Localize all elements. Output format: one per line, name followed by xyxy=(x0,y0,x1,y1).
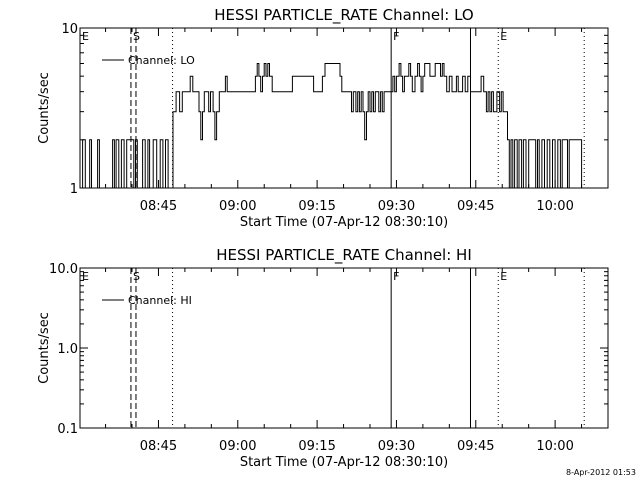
event-marker-label: S xyxy=(133,30,140,43)
chart-title: HESSI PARTICLE_RATE Channel: LO xyxy=(214,6,473,25)
legend-label: Channel: HI xyxy=(128,294,192,307)
x-tick-label: 09:15 xyxy=(298,439,335,454)
x-tick-label: 08:45 xyxy=(140,199,177,214)
x-tick-label: 09:45 xyxy=(457,439,494,454)
x-tick-label: 09:00 xyxy=(219,199,256,214)
x-tick-label: 09:45 xyxy=(457,199,494,214)
y-axis-label: Counts/sec xyxy=(37,72,52,144)
x-axis-label: Start Time (07-Apr-12 08:30:10) xyxy=(240,215,448,230)
y-axis-label: Counts/sec xyxy=(37,312,52,384)
x-tick-label: 09:30 xyxy=(378,439,415,454)
event-marker-label: E xyxy=(82,30,89,43)
lo-channel-panel: HESSI PARTICLE_RATE Channel: LO Start Tim… xyxy=(37,6,609,230)
y-tick-label: 0.1 xyxy=(57,422,78,437)
y-tick-label: 1.0 xyxy=(57,342,78,357)
y-tick-label: 10.0 xyxy=(49,262,78,277)
hi-channel-panel: HESSI PARTICLE_RATE Channel: HI Start Tim… xyxy=(37,246,609,470)
event-marker-label: E xyxy=(82,270,89,283)
x-tick-label: 09:15 xyxy=(298,199,335,214)
chart-title: HESSI PARTICLE_RATE Channel: HI xyxy=(216,246,472,265)
event-marker-label: F xyxy=(393,270,399,283)
event-marker-label: F xyxy=(393,30,399,43)
y-tick-label: 1 xyxy=(70,182,78,197)
legend-label: Channel: LO xyxy=(128,54,195,67)
x-tick-label: 10:00 xyxy=(536,439,573,454)
event-marker-label: E xyxy=(500,30,507,43)
footer-timestamp: 8-Apr-2012 01:53 xyxy=(566,468,636,477)
x-axis-label: Start Time (07-Apr-12 08:30:10) xyxy=(240,455,448,470)
x-tick-label: 09:30 xyxy=(378,199,415,214)
y-tick-label: 10 xyxy=(61,22,78,37)
plot-frame xyxy=(79,267,609,429)
x-tick-label: 09:00 xyxy=(219,439,256,454)
x-tick-label: 08:45 xyxy=(140,439,177,454)
x-tick-label: 10:00 xyxy=(536,199,573,214)
event-marker-label: S xyxy=(133,270,140,283)
series-line-lo xyxy=(80,63,583,189)
event-marker-label: E xyxy=(500,270,507,283)
